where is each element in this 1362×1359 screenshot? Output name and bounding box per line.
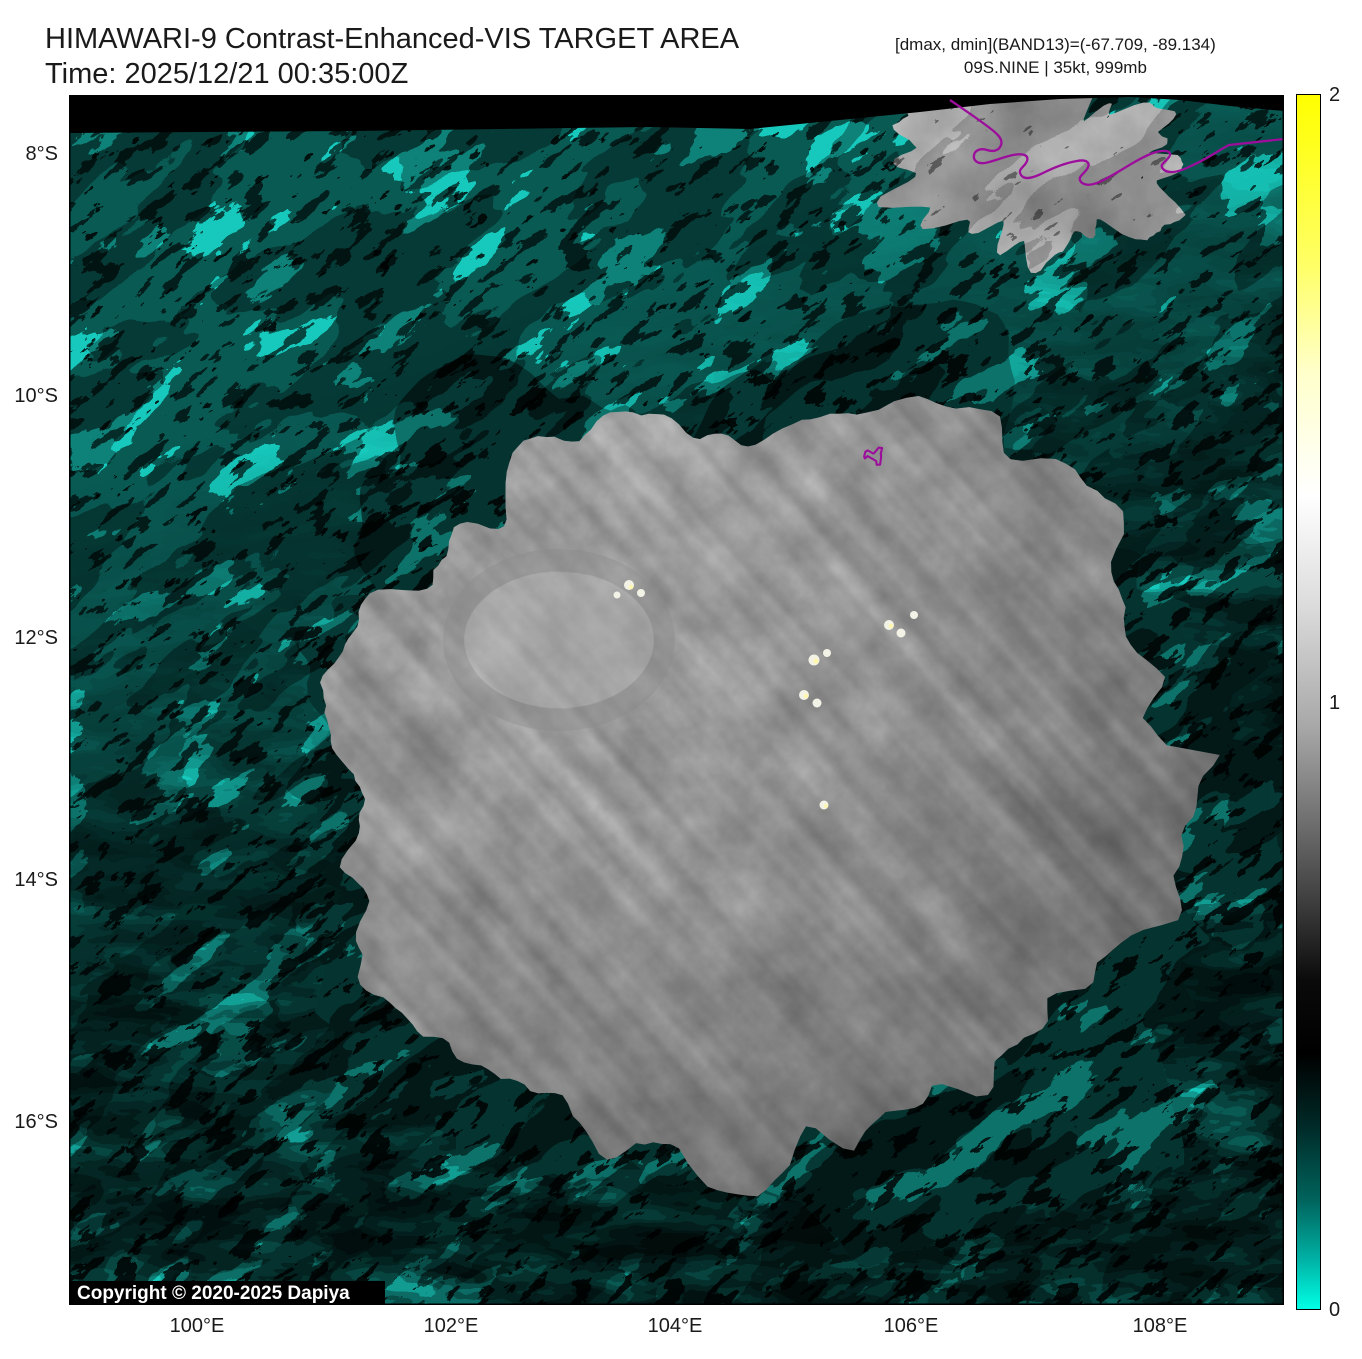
svg-text:Copyright © 2020-2025 Dapiya: Copyright © 2020-2025 Dapiya xyxy=(77,1283,350,1304)
